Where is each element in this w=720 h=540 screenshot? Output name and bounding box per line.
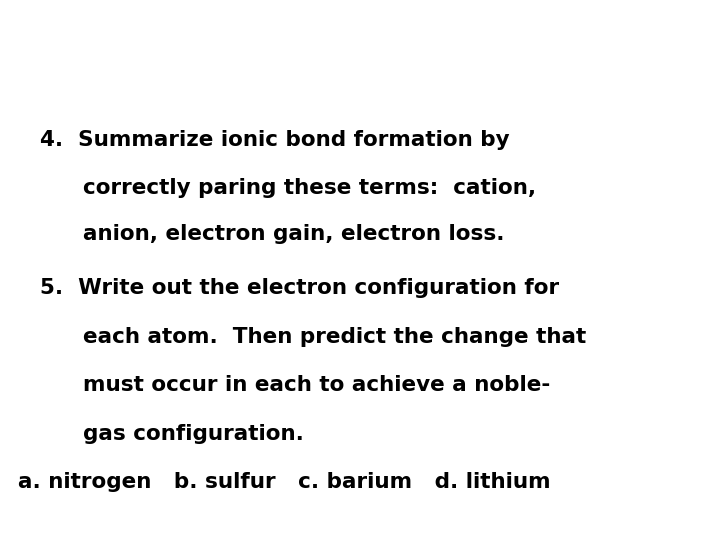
Text: a. nitrogen   b. sulfur   c. barium   d. lithium: a. nitrogen b. sulfur c. barium d. lithi…	[18, 472, 551, 492]
Text: each atom.  Then predict the change that: each atom. Then predict the change that	[83, 327, 586, 347]
Text: gas configuration.: gas configuration.	[83, 424, 304, 444]
Text: anion, electron gain, electron loss.: anion, electron gain, electron loss.	[83, 224, 504, 244]
Text: must occur in each to achieve a noble-: must occur in each to achieve a noble-	[83, 375, 550, 395]
Text: 5.  Write out the electron configuration for: 5. Write out the electron configuration …	[40, 278, 559, 298]
Text: 4.  Summarize ionic bond formation by: 4. Summarize ionic bond formation by	[40, 130, 509, 150]
Text: correctly paring these terms:  cation,: correctly paring these terms: cation,	[83, 178, 536, 198]
